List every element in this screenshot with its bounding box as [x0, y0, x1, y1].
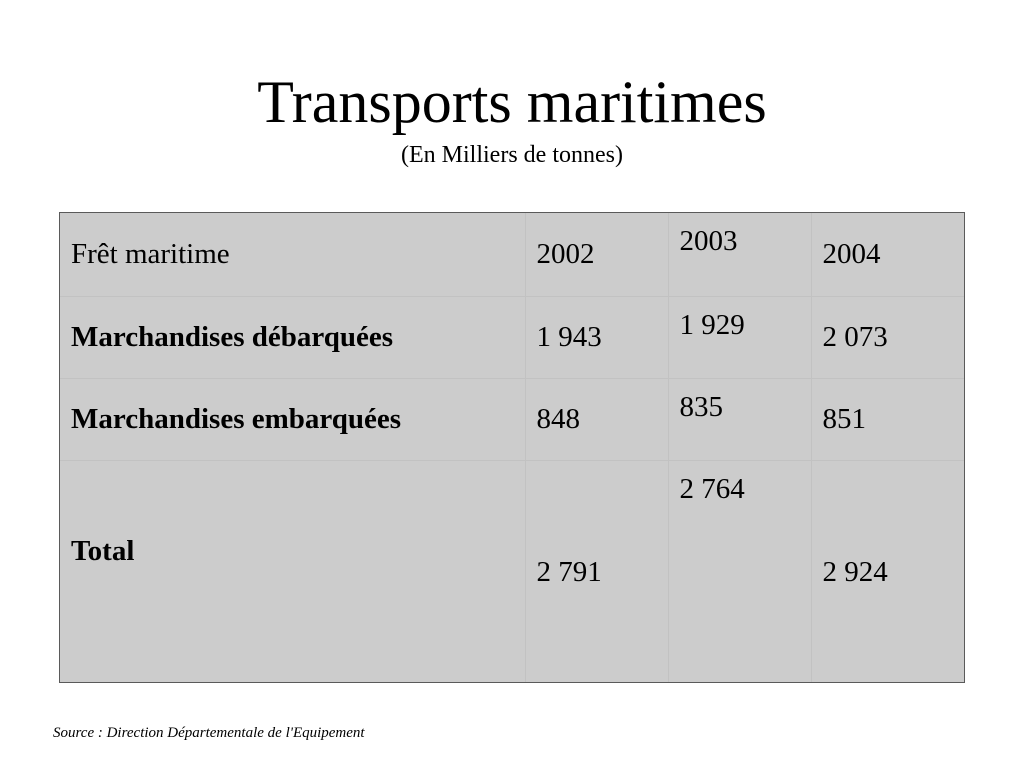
freight-table: Frêt maritime 2002 2003 2004 Marchandise… — [60, 213, 964, 682]
source-note: Source : Direction Départementale de l'E… — [53, 725, 365, 741]
table-header-row: Frêt maritime 2002 2003 2004 — [60, 213, 964, 297]
cell-total-2003: 2 764 — [667, 459, 812, 682]
row-label-loaded: Marchandises embarquées — [60, 377, 526, 461]
slide-title: Transports maritimes — [257, 69, 767, 135]
cell-loaded-2002: 848 — [524, 377, 669, 461]
row-label-unloaded: Marchandises débarquées — [60, 295, 526, 379]
slide-subtitle: (En Milliers de tonnes) — [401, 142, 623, 168]
row-label-total: Total — [60, 459, 526, 682]
table-row-loaded: Marchandises embarquées 848 835 851 — [60, 377, 964, 461]
header-year-2004: 2004 — [810, 213, 964, 297]
header-year-2002: 2002 — [524, 213, 669, 297]
header-year-2003: 2003 — [667, 213, 812, 297]
header-label: Frêt maritime — [60, 213, 526, 297]
cell-total-2004: 2 924 — [810, 459, 964, 682]
table-row-unloaded: Marchandises débarquées 1 943 1 929 2 07… — [60, 295, 964, 379]
cell-total-2002: 2 791 — [524, 459, 669, 682]
table-row-total: Total 2 791 2 764 2 924 — [60, 459, 964, 682]
cell-unloaded-2003: 1 929 — [667, 295, 812, 379]
cell-unloaded-2004: 2 073 — [810, 295, 964, 379]
table-frame: Frêt maritime 2002 2003 2004 Marchandise… — [59, 212, 965, 683]
cell-unloaded-2002: 1 943 — [524, 295, 669, 379]
cell-loaded-2004: 851 — [810, 377, 964, 461]
cell-loaded-2003: 835 — [667, 377, 812, 461]
